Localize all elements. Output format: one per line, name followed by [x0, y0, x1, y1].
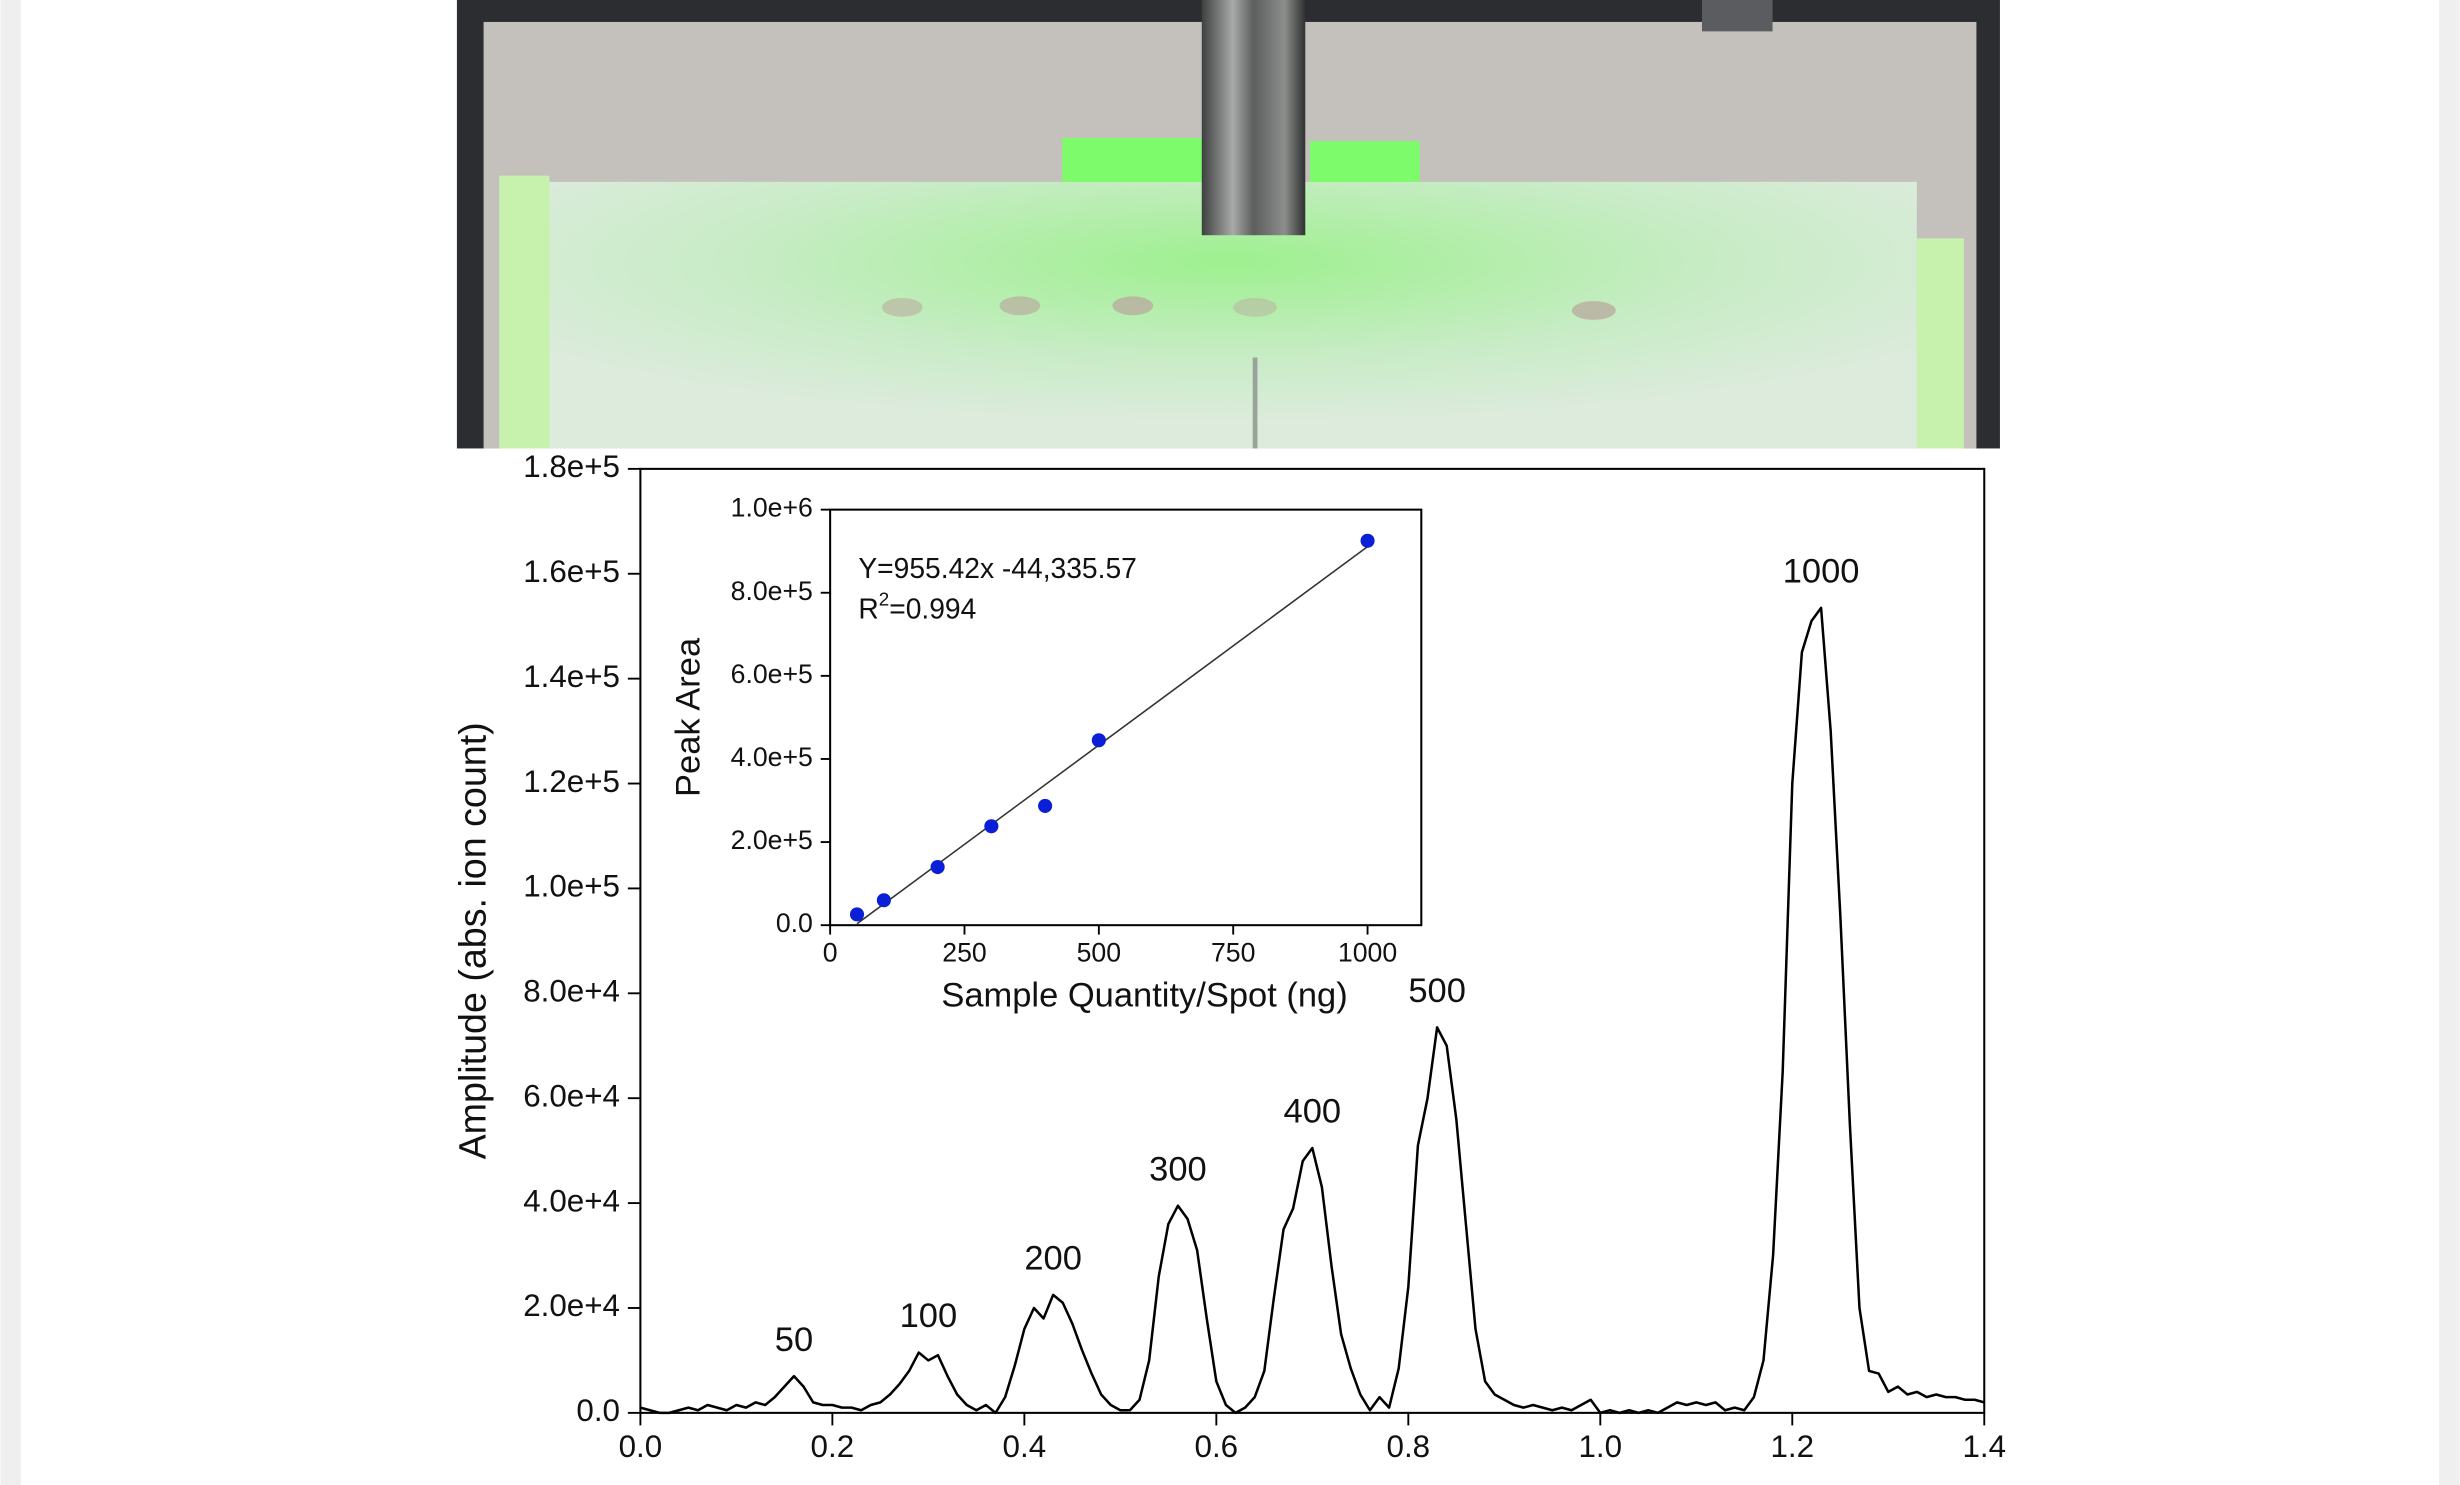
y-tick-label: 1.6e+5: [523, 554, 620, 589]
x-tick-label: 0.0: [619, 1429, 663, 1464]
comb-right: [1916, 238, 1964, 449]
rod: [1702, 0, 1773, 32]
y-tick-label: 1.4e+5: [523, 659, 620, 694]
x-axis-label: Sample Quantity/Spot (ng): [941, 976, 1347, 1014]
r-squared: R2=0.994: [858, 589, 976, 625]
fit-line: [856, 545, 1369, 925]
r-squared-part: R: [858, 593, 878, 625]
data-point: [876, 893, 891, 908]
x-tick-label: 0: [823, 938, 838, 968]
y-tick-label: 4.0e+4: [523, 1183, 620, 1218]
probe: [1201, 0, 1306, 236]
x-tick-label: 1.2: [1770, 1429, 1814, 1464]
green-tab: [1309, 141, 1420, 182]
x-tick-label: 500: [1077, 938, 1121, 968]
fit-equation: Y=955.42x -44,335.57: [858, 552, 1136, 584]
data-point: [930, 859, 945, 875]
y-tick-label: 8.0e+5: [731, 576, 813, 606]
y-axis-label: Amplitude (abs. ion count): [452, 722, 494, 1159]
data-line: [640, 606, 1985, 1415]
x-tick-label: 250: [942, 938, 986, 968]
x-tick-label: 1.4: [1962, 1429, 2006, 1464]
main-chart: 0.0 2.0e+4 4.0e+4 6.0e+4 8.0e+4 1.0e+5 1.2e+5 1…: [452, 449, 2006, 1464]
data-point: [984, 819, 999, 834]
y-axis-label: Peak Area: [670, 637, 708, 797]
y-tick-label: 1.8e+5: [523, 449, 620, 484]
y-tick-label: 1.2e+5: [523, 764, 620, 799]
x-tick-label: 1000: [1338, 938, 1397, 968]
data-point: [1360, 533, 1375, 548]
data-point: [849, 907, 865, 922]
x-tick-label: 0.8: [1387, 1429, 1431, 1464]
spot: [999, 296, 1041, 316]
x-tick-label: 0.4: [1003, 1429, 1047, 1464]
x-tick-label: 0.6: [1195, 1429, 1239, 1464]
x-tick-label: 1.0: [1578, 1429, 1622, 1464]
data-point: [1091, 733, 1106, 748]
y-tick-label: 8.0e+4: [523, 974, 620, 1009]
peak-label: 100: [900, 1297, 958, 1335]
y-tick-label: 6.0e+4: [523, 1078, 620, 1113]
margin: [0, 0, 21, 1485]
x-tick-label: 750: [1211, 938, 1255, 968]
y-tick-label: 2.0e+5: [731, 825, 813, 855]
inset-chart: 0.0 2.0e+5 4.0e+5 6.0e+5 8.0e+5 1.0e+6 0 250 500…: [670, 493, 1423, 1014]
y-tick-label: 1.0e+5: [523, 869, 620, 904]
y-tick-label: 1.0e+6: [731, 493, 813, 523]
photo: [456, 0, 2000, 449]
r-squared-part: =0.994: [889, 593, 976, 625]
peak-label: 1000: [1783, 552, 1860, 590]
y-tick-label: 4.0e+5: [731, 742, 813, 772]
y-tick-label: 0.0: [576, 1393, 620, 1428]
peak-label: 200: [1024, 1239, 1082, 1277]
margin: [2439, 0, 2460, 1485]
comb-left: [499, 175, 550, 449]
plot-frame: [639, 467, 1986, 1414]
spot: [1233, 297, 1278, 317]
y-tick-label: 6.0e+5: [731, 659, 813, 689]
peak-label: 300: [1149, 1150, 1207, 1188]
data-point: [1038, 798, 1053, 813]
spot: [1571, 301, 1616, 320]
y-tick-label: 0.0: [776, 908, 813, 938]
spot: [1112, 296, 1154, 316]
spot: [881, 297, 923, 317]
y-tick-label: 2.0e+4: [523, 1288, 620, 1323]
x-tick-label: 0.2: [811, 1429, 855, 1464]
peak-label: 50: [775, 1321, 813, 1359]
green-tab: [1062, 137, 1204, 182]
plot-frame: [829, 508, 1423, 927]
peak-label: 400: [1284, 1093, 1342, 1131]
r-squared-part: 2: [879, 589, 889, 610]
peak-label: 500: [1408, 972, 1466, 1010]
